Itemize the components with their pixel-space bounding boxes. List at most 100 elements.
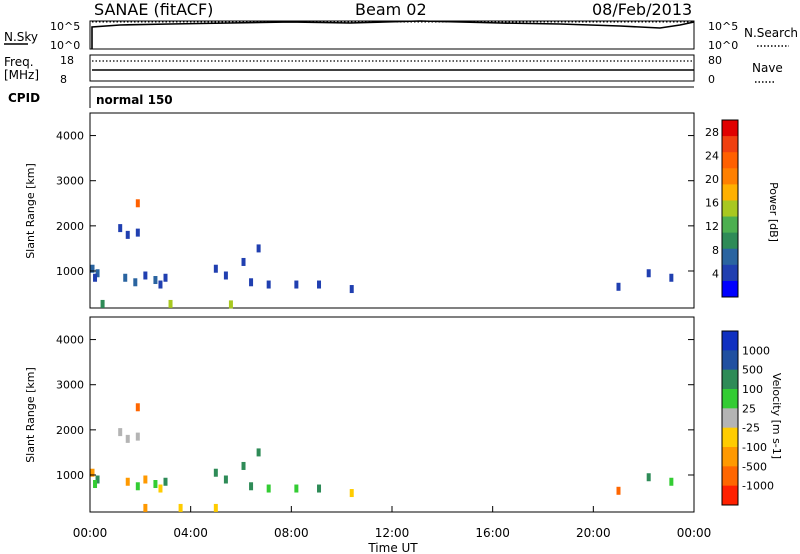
range-cell	[143, 271, 148, 280]
power-ylabel: Slant Range [km]	[24, 163, 37, 259]
colorbar-cell	[722, 248, 738, 266]
range-cell	[158, 280, 163, 289]
colorbar-tick-label: -1000	[742, 480, 774, 493]
x-tick-label: 12:00	[375, 526, 410, 540]
range-cell	[241, 257, 246, 266]
colorbar-cell	[722, 184, 738, 201]
range-cell	[100, 299, 105, 308]
colorbar-tick-label: 500	[742, 364, 763, 377]
noise-sky-label: N.Sky	[4, 30, 38, 44]
range-cell	[143, 503, 148, 512]
colorbar-cell	[722, 136, 738, 153]
colorbar-cell	[722, 447, 738, 467]
y-tick-label: 3000	[56, 175, 84, 188]
colorbar-tick-label: -500	[742, 460, 767, 473]
range-cell	[95, 475, 100, 484]
freq-panel-frame	[89, 54, 695, 82]
range-cell	[241, 461, 246, 470]
range-cell	[228, 300, 233, 309]
colorbar-cell	[722, 389, 738, 409]
x-tick-label: 04:00	[173, 526, 208, 540]
range-cell	[249, 278, 254, 287]
colorbar-cell	[722, 331, 738, 351]
range-cell	[135, 199, 140, 208]
time-axis: 00:00 04:00 08:00 12:00 16:00 20:00 00:00	[73, 506, 712, 540]
range-cell	[646, 473, 651, 482]
y-tick-label: 4000	[56, 334, 84, 347]
x-tick-label: 00:00	[73, 526, 108, 540]
range-cell	[178, 503, 183, 512]
date-label: 08/Feb/2013	[592, 0, 692, 19]
range-cell	[133, 278, 138, 287]
range-cell	[93, 273, 98, 282]
range-cell	[669, 477, 674, 486]
colorbar-cell	[722, 369, 738, 390]
colorbar-cell	[722, 168, 738, 185]
power-data-marks	[90, 199, 674, 309]
velocity-data-marks	[90, 403, 674, 512]
velocity-y-axis: 4000 3000 2000 1000	[56, 334, 694, 482]
colorbar-cell	[722, 200, 738, 218]
noise-left-tick-bottom: 10^0	[50, 39, 80, 52]
range-cell	[256, 448, 261, 457]
colorbar-tick-label: 100	[742, 383, 763, 396]
range-cell	[125, 230, 130, 239]
x-tick-label: 20:00	[576, 526, 611, 540]
x-tick-label: 00:00	[677, 526, 712, 540]
range-cell	[223, 271, 228, 280]
colorbar-tick-label: -100	[742, 441, 767, 454]
range-cell	[616, 486, 621, 495]
range-cell	[266, 484, 271, 493]
range-cell	[90, 468, 95, 477]
nave-tick-bottom: 0	[708, 73, 715, 86]
y-tick-label: 2000	[56, 220, 84, 233]
power-colorbar: 28 24 20 16 12 8 4	[705, 119, 739, 298]
velocity-colorbar: 1000 500 100 25 -25 -100 -500 -1000	[721, 330, 774, 506]
range-cell	[294, 484, 299, 493]
range-cell	[213, 264, 218, 273]
range-cell	[317, 484, 322, 493]
colorbar-cell	[722, 466, 738, 487]
cpid-mode: normal 150	[96, 93, 173, 107]
range-cell	[616, 282, 621, 291]
x-tick-label: 08:00	[274, 526, 309, 540]
range-cell	[153, 276, 158, 285]
velocity-colorbar-label: Velocity [m s-1]	[770, 373, 783, 459]
range-cell	[256, 244, 261, 253]
nave-tick-top: 80	[708, 54, 722, 67]
colorbar-frame	[721, 119, 739, 298]
noise-search-label: N.Search	[744, 26, 798, 40]
range-cell	[223, 475, 228, 484]
colorbar-tick-label: 20	[705, 173, 719, 186]
freq-tick-top: 18	[60, 54, 74, 67]
station-title: SANAE (fitACF)	[94, 0, 213, 19]
colorbar-cell	[722, 427, 738, 448]
range-cell	[349, 489, 354, 498]
x-tick-label: 16:00	[475, 526, 510, 540]
time-axis-label: Time UT	[367, 541, 418, 554]
noise-left-tick-top: 10^5	[50, 20, 80, 33]
power-colorbar-label: Power [dB]	[767, 182, 780, 242]
colorbar-cell	[722, 120, 738, 137]
range-cell	[125, 434, 130, 443]
range-cell	[646, 269, 651, 278]
velocity-ylabel: Slant Range [km]	[24, 367, 37, 463]
nave-label: Nave	[752, 61, 783, 75]
colorbar-tick-label: 24	[705, 149, 719, 162]
colorbar-tick-label: -25	[742, 422, 760, 435]
range-cell	[123, 273, 128, 282]
range-cell	[153, 480, 158, 489]
freq-label-1: Freq.	[4, 55, 34, 69]
y-tick-label: 1000	[56, 265, 84, 278]
colorbar-cell	[722, 485, 738, 506]
colorbar-frame	[721, 330, 739, 506]
power-panel-frame	[89, 112, 695, 309]
colorbar-tick-label: 16	[705, 197, 719, 210]
noise-right-tick-bottom: 10^0	[708, 39, 738, 52]
colorbar-cell	[722, 232, 738, 250]
colorbar-tick-label: 8	[712, 244, 719, 257]
power-y-axis: 4000 3000 2000 1000	[56, 130, 694, 278]
range-cell	[118, 428, 123, 437]
beam-label: Beam 02	[355, 0, 427, 19]
